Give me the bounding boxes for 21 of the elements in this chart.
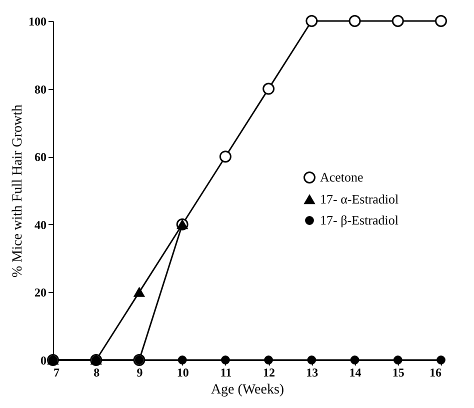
x-tick-label: 14 (349, 366, 362, 380)
legend-label: Acetone (320, 170, 364, 184)
x-tick-label: 12 (263, 366, 276, 380)
x-tick-label: 10 (176, 366, 189, 380)
y-tick-label: 60 (34, 150, 46, 164)
legend-label: 17- β-Estradiol (320, 212, 399, 228)
x-tick-label: 7 (54, 366, 60, 380)
x-tick-label: 9 (136, 366, 143, 380)
x-tick-label: 16 (430, 366, 442, 380)
x-tick-label: 11 (220, 366, 232, 380)
x-tick-label: 13 (306, 366, 318, 380)
y-tick-label: 20 (34, 286, 46, 300)
y-tick-label: 100 (28, 14, 46, 28)
y-tick-label: 40 (34, 218, 46, 232)
y-tick-label: 0 (40, 354, 46, 368)
x-axis-title: Age (Weeks) (210, 382, 284, 398)
y-axis-title: % Mice with Full Hair Growth (10, 104, 26, 278)
legend-label: 17- α-Estradiol (320, 192, 400, 206)
y-tick-label: 80 (34, 82, 46, 96)
x-tick-label: 8 (94, 366, 100, 380)
x-tick-label: 15 (392, 366, 404, 380)
